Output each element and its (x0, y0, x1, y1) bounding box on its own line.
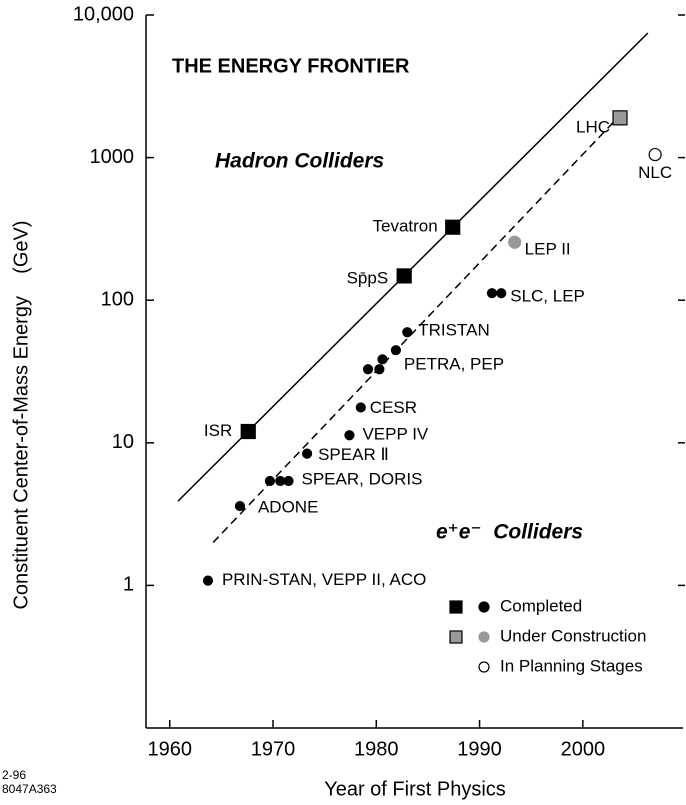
legend-circle (478, 601, 490, 613)
lepton-marker (377, 354, 388, 365)
lepton-marker (374, 364, 385, 375)
point-label: NLC (638, 163, 672, 182)
x-tick-label: 1970 (251, 738, 296, 760)
point-label: CESR (370, 398, 417, 417)
lepton-marker (234, 500, 246, 512)
legend-label: Completed (500, 596, 582, 615)
annotation: e⁺e⁻ Colliders (436, 521, 583, 544)
chart-title: THE ENERGY FRONTIER (172, 55, 410, 77)
x-tick-label: 1990 (457, 738, 502, 760)
hadron-marker (240, 423, 256, 440)
lepton-marker (202, 575, 214, 586)
y-tick-label: 100 (101, 288, 134, 310)
point-label: PETRA, PEP (404, 355, 504, 374)
lepton-marker (496, 288, 507, 299)
point-label: SPEAR Ⅱ (318, 445, 389, 464)
footnote: 8047A363 (2, 782, 57, 796)
y-tick-label: 1 (123, 574, 134, 596)
point-label: VEPP IV (362, 425, 428, 444)
annotation: Hadron Colliders (215, 150, 384, 173)
point-label: Tevatron (373, 217, 438, 236)
legend-square (449, 600, 463, 614)
lepton-marker (283, 475, 294, 487)
y-axis-label: Constituent Center-of-Mass Energy (GeV) (10, 220, 32, 609)
point-label: SPEAR, DORIS (302, 469, 423, 488)
lepton-marker (648, 147, 662, 162)
trend-line (177, 32, 649, 502)
x-axis-label: Year of First Physics (324, 778, 506, 800)
lepton-marker (264, 475, 276, 487)
point-label: SLC, LEP (510, 287, 585, 306)
legend-circle (478, 631, 490, 643)
hadron-marker (612, 110, 628, 126)
y-tick-label: 10,000 (73, 3, 134, 25)
lepton-marker (486, 288, 498, 299)
lepton-marker (302, 448, 313, 459)
lepton-marker (355, 402, 366, 413)
point-label: PRIN-STAN, VEPP II, ACO (222, 570, 426, 589)
footnote: 2-96 (2, 768, 26, 782)
point-label: LHC (576, 117, 610, 136)
x-tick-label: 1960 (148, 738, 193, 760)
legend-label: In Planning Stages (500, 656, 643, 675)
lepton-marker (390, 345, 402, 356)
lepton-marker (344, 430, 355, 441)
point-label: TRISTAN (418, 321, 489, 340)
lepton-marker (508, 235, 522, 249)
x-tick-label: 1980 (354, 738, 399, 760)
hadron-marker (445, 219, 461, 235)
legend-square (449, 630, 463, 644)
point-label: ISR (204, 421, 232, 440)
point-label: LEP II (525, 240, 571, 259)
lepton-marker (275, 475, 286, 487)
lepton-marker (362, 364, 374, 375)
trend-line (212, 112, 623, 543)
x-tick-label: 2000 (561, 738, 606, 760)
legend-label: Under Construction (500, 626, 646, 645)
hadron-marker (396, 268, 412, 284)
y-tick-label: 10 (112, 431, 134, 453)
y-tick-label: 1000 (90, 146, 135, 168)
point-label: Sp̄pS (347, 268, 389, 287)
lepton-marker (402, 327, 413, 338)
legend-circle (478, 661, 490, 673)
point-label: ADONE (258, 498, 318, 517)
